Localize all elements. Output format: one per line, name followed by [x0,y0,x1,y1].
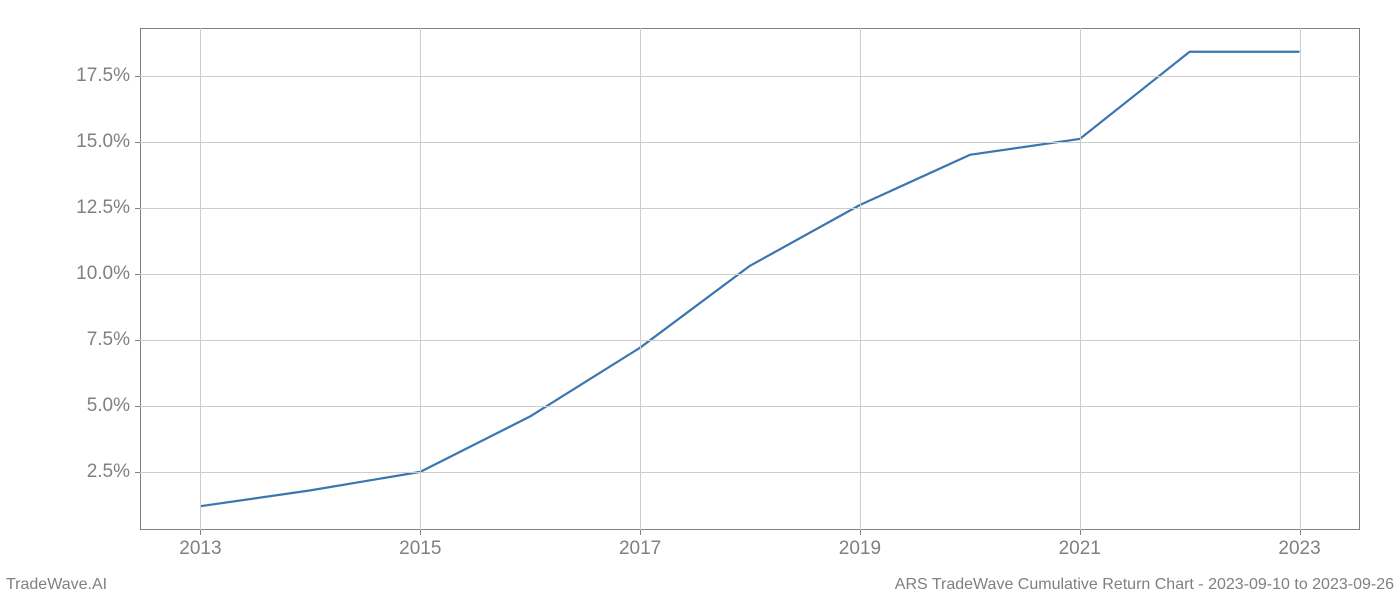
x-tick-label: 2013 [179,538,221,560]
tick-mark-x [640,530,641,535]
tick-mark-y [135,142,140,143]
y-tick-label: 10.0% [76,263,130,285]
tick-mark-y [135,406,140,407]
axis-border-top [140,28,1360,29]
y-tick-label: 12.5% [76,197,130,219]
gridline-y [140,208,1360,209]
axis-border-left [140,28,141,530]
tick-mark-x [1080,530,1081,535]
x-tick-label: 2015 [399,538,441,560]
y-tick-label: 5.0% [87,395,130,417]
y-tick-label: 7.5% [87,329,130,351]
gridline-y [140,274,1360,275]
x-tick-label: 2021 [1059,538,1101,560]
chart-container: 2.5% 5.0% 7.5% 10.0% 12.5% 15.0% 17.5% 2013 2015… [0,0,1400,600]
gridline-y [140,142,1360,143]
gridline-y [140,406,1360,407]
gridline-x [1080,28,1081,530]
tick-mark-x [860,530,861,535]
x-tick-label: 2017 [619,538,661,560]
tick-mark-y [135,340,140,341]
y-tick-label: 15.0% [76,131,130,153]
x-tick-label: 2019 [839,538,881,560]
tick-mark-y [135,208,140,209]
series-line-cumulative-return [200,52,1299,506]
gridline-y [140,340,1360,341]
gridline-x [1300,28,1301,530]
gridline-y [140,76,1360,77]
tick-mark-y [135,472,140,473]
y-tick-label: 2.5% [87,461,130,483]
tick-mark-x [200,530,201,535]
gridline-x [860,28,861,530]
x-tick-label: 2023 [1278,538,1320,560]
axis-border-right [1359,28,1360,530]
axis-border-bottom [140,529,1360,530]
gridline-x [420,28,421,530]
gridline-y [140,472,1360,473]
line-plot-svg [140,28,1360,530]
footer-left-label: TradeWave.AI [6,576,107,594]
gridline-x [640,28,641,530]
y-tick-label: 17.5% [76,65,130,87]
gridline-x [200,28,201,530]
plot-area: 2.5%5.0%7.5%10.0%12.5%15.0%17.5%20132015… [140,28,1360,530]
tick-mark-y [135,274,140,275]
footer-right-label: ARS TradeWave Cumulative Return Chart - … [895,576,1394,594]
tick-mark-y [135,76,140,77]
tick-mark-x [1300,530,1301,535]
tick-mark-x [420,530,421,535]
